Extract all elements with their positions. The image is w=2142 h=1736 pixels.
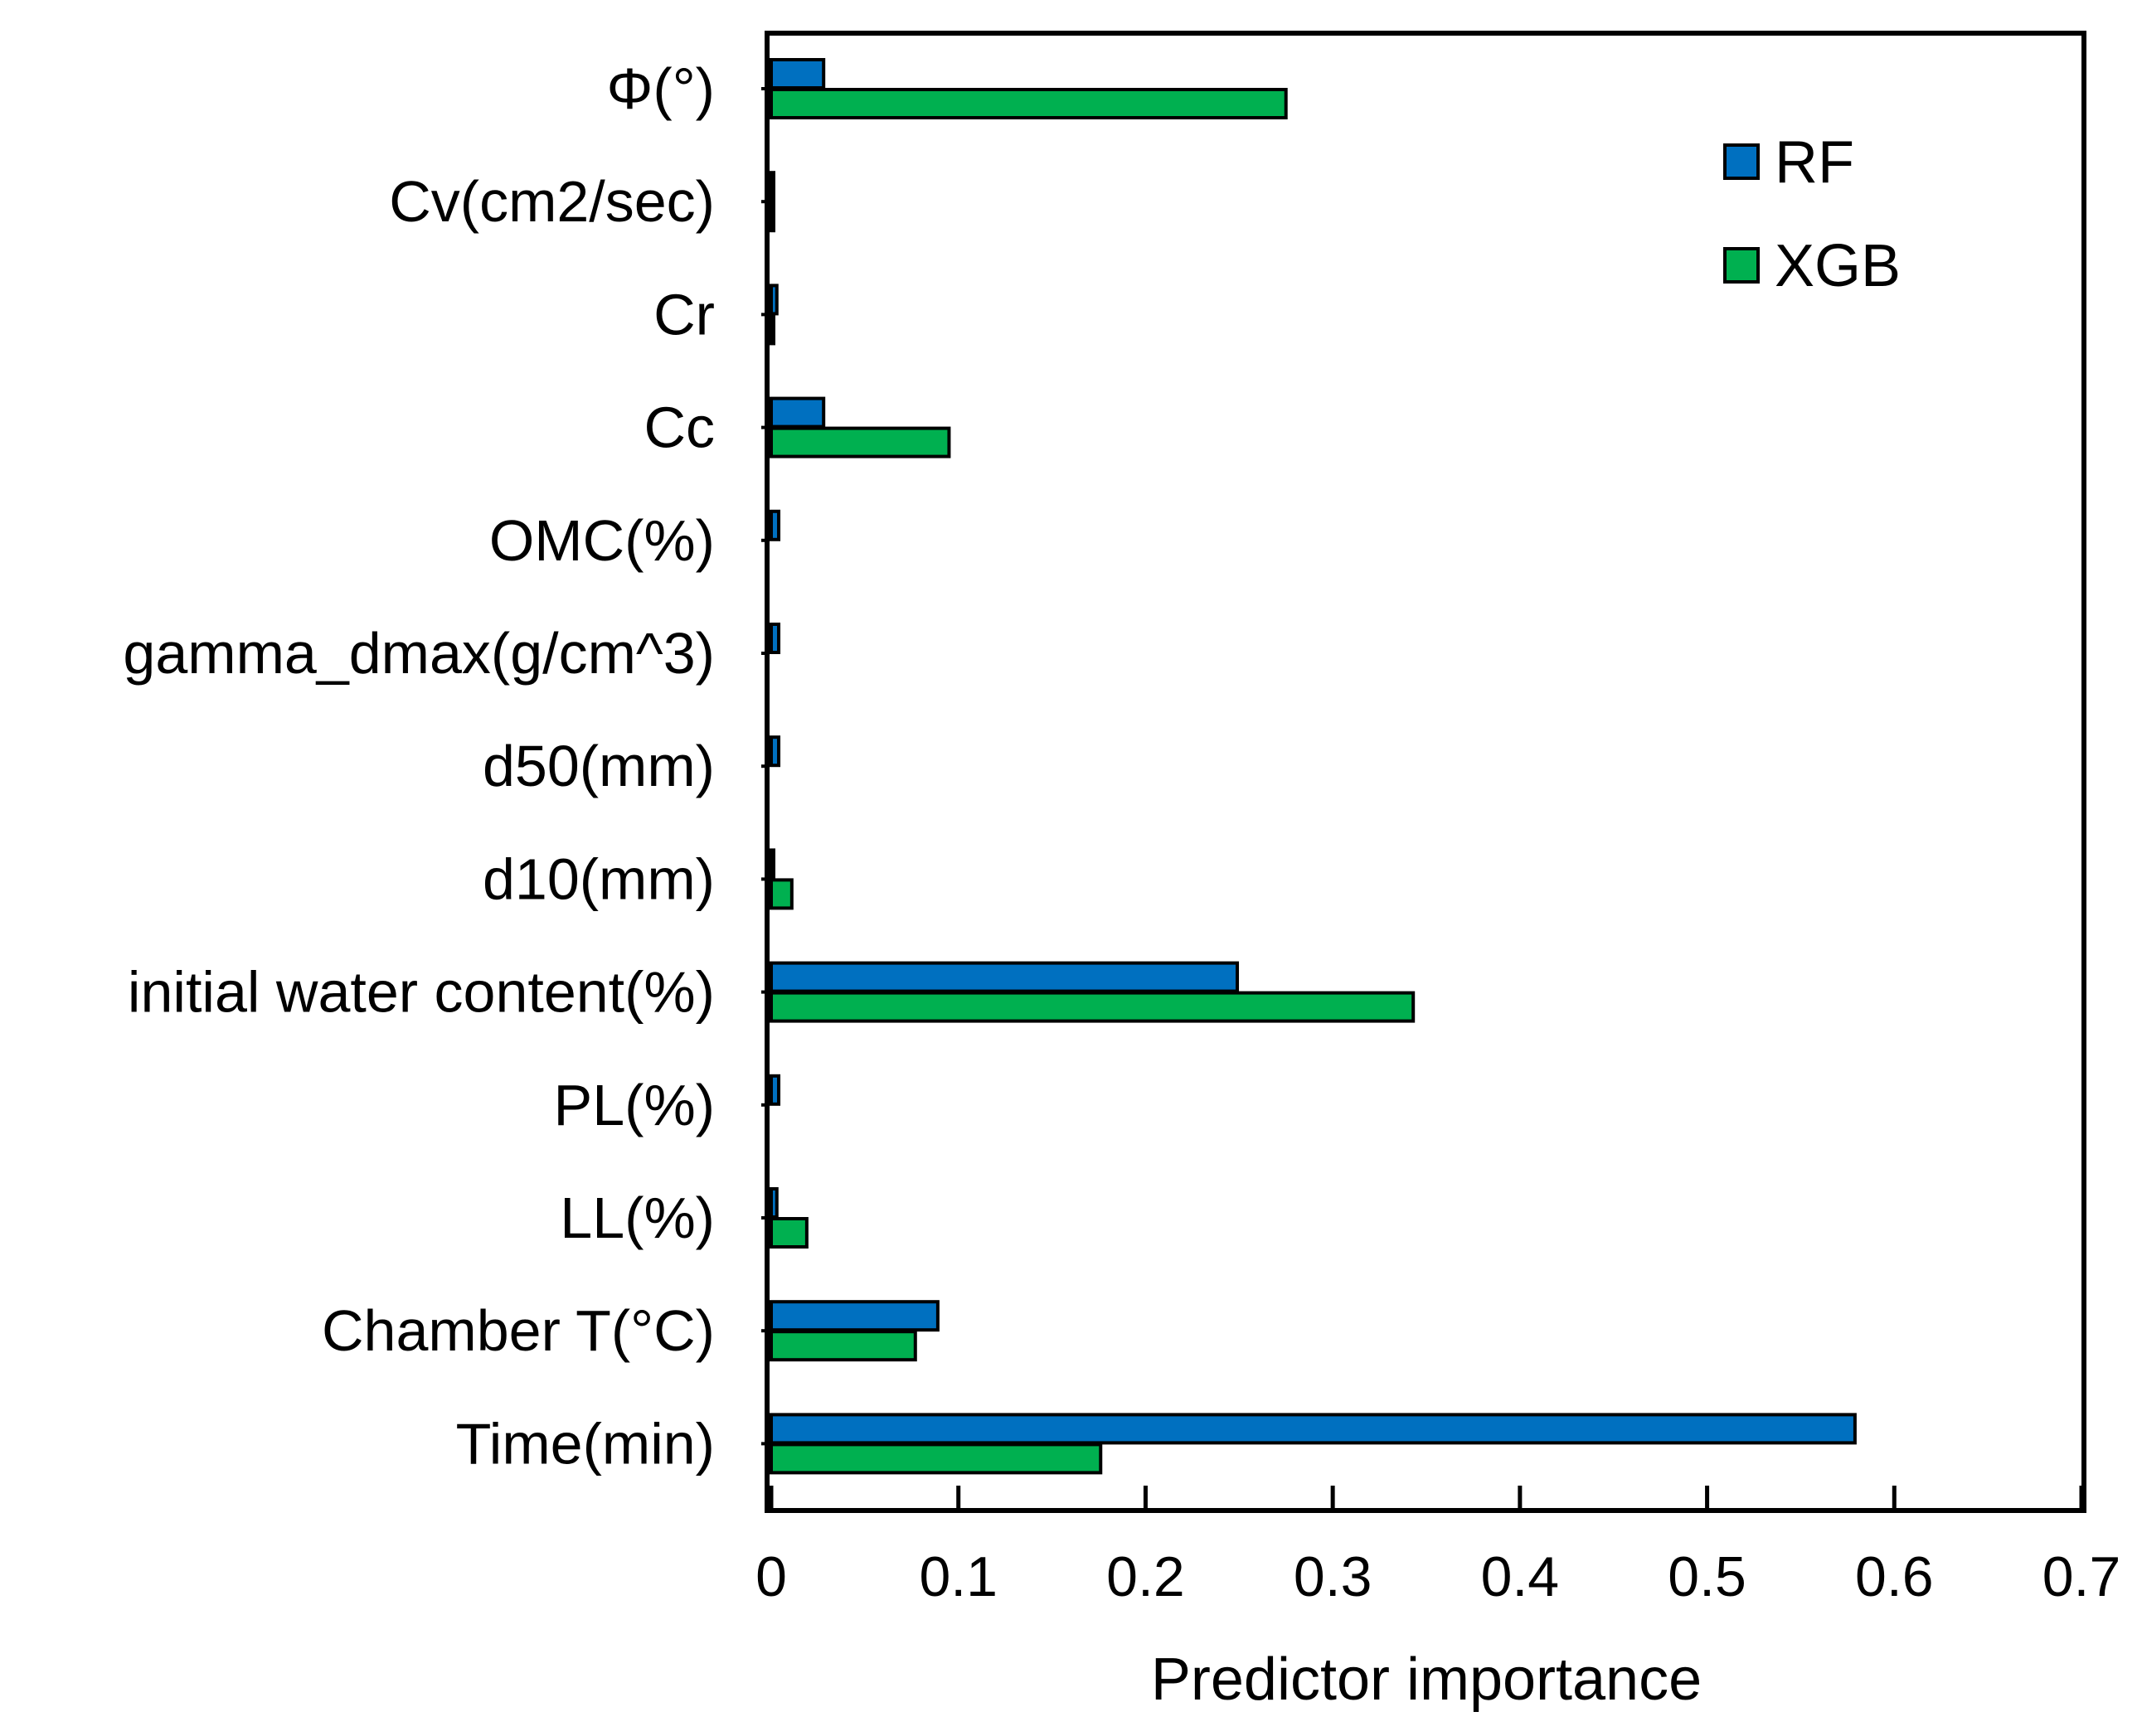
bar-xgb-3 <box>770 426 951 458</box>
category-label: d10(mm) <box>483 846 715 911</box>
bar-rf-9 <box>770 1074 781 1106</box>
bar-rf-8 <box>770 961 1240 993</box>
legend-swatch-rf <box>1723 143 1760 180</box>
bar-rf-1 <box>770 171 775 203</box>
x-tick-label: 0.4 <box>1481 1545 1560 1608</box>
x-tick-label: 0 <box>755 1545 787 1608</box>
x-tick-label: 0.1 <box>919 1545 998 1608</box>
bar-xgb-10 <box>770 1217 809 1249</box>
bar-rf-11 <box>770 1300 940 1332</box>
category-label: Cv(cm2/sec) <box>389 169 715 234</box>
bar-rf-3 <box>770 396 826 429</box>
legend: RF XGB <box>1723 129 1901 299</box>
category-label: Φ(°) <box>607 56 715 121</box>
category-label: Cr <box>653 282 715 347</box>
bar-rf-0 <box>770 58 826 90</box>
bar-xgb-0 <box>770 88 1288 119</box>
bar-rf-4 <box>770 509 781 541</box>
bar-xgb-7 <box>770 878 794 910</box>
legend-label-rf: RF <box>1775 129 1854 196</box>
legend-swatch-xgb <box>1723 247 1760 284</box>
bar-rf-2 <box>770 284 779 316</box>
bar-xgb-11 <box>770 1330 917 1362</box>
x-tick-label: 0.6 <box>1855 1545 1934 1608</box>
bar-rf-5 <box>770 623 781 654</box>
x-axis-title: Predictor importance <box>1151 1646 1702 1713</box>
x-axis-ticks: 0 0.1 0.2 0.3 0.4 0.5 0.6 0.7 <box>755 1486 2120 1608</box>
x-tick-label: 0.3 <box>1294 1545 1372 1608</box>
bar-rf-12 <box>770 1413 1857 1445</box>
category-label: LL(%) <box>560 1186 715 1250</box>
bar-rf-10 <box>770 1187 779 1219</box>
bars-layer <box>770 58 1857 1475</box>
category-labels: Φ(°) Cv(cm2/sec) Cr Cc OMC(%) gamma_dmax(g/cm… <box>123 56 770 1476</box>
category-label: PL(%) <box>554 1073 715 1137</box>
legend-label-xgb: XGB <box>1775 233 1901 299</box>
plot-frame <box>765 31 2086 1513</box>
category-label: initial water content(%) <box>128 960 715 1025</box>
bar-rf-7 <box>770 848 775 880</box>
category-label: d50(mm) <box>483 734 715 798</box>
category-label: OMC(%) <box>489 508 715 573</box>
bar-xgb-2 <box>770 313 775 346</box>
category-label: Cc <box>644 395 715 460</box>
category-label: Time(min) <box>456 1411 715 1476</box>
bar-xgb-12 <box>770 1443 1103 1475</box>
category-label: Chamber T(°C) <box>322 1298 715 1363</box>
bar-xgb-1 <box>770 201 775 233</box>
bar-rf-6 <box>770 735 781 768</box>
x-tick-label: 0.2 <box>1106 1545 1185 1608</box>
x-tick-label: 0.7 <box>2042 1545 2121 1608</box>
category-label: gamma_dmax(g/cm^3) <box>123 621 715 686</box>
bar-xgb-8 <box>770 991 1416 1023</box>
x-tick-label: 0.5 <box>1668 1545 1746 1608</box>
